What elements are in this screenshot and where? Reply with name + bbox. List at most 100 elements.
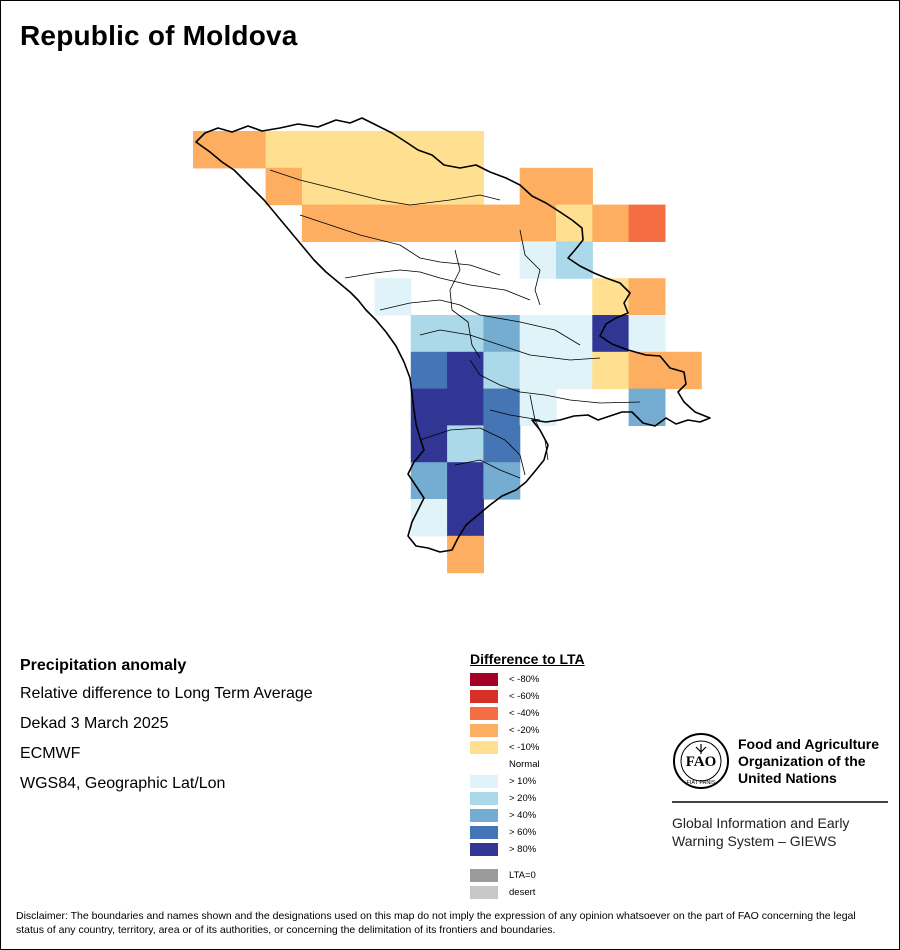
anomaly-cell bbox=[483, 351, 521, 390]
anomaly-cell bbox=[447, 131, 484, 169]
anomaly-cell bbox=[229, 131, 267, 169]
anomaly-cell bbox=[556, 167, 593, 206]
legend-item: desert bbox=[470, 884, 585, 901]
anomaly-cell bbox=[301, 131, 339, 169]
anomaly-cell bbox=[410, 462, 448, 500]
legend-label: > 40% bbox=[509, 810, 537, 821]
anomaly-cell bbox=[592, 204, 630, 242]
anomaly-cell bbox=[483, 388, 521, 426]
anomaly-cell bbox=[410, 167, 448, 206]
legend-swatch bbox=[470, 826, 498, 839]
anomaly-cell bbox=[410, 388, 448, 426]
anomaly-cell bbox=[519, 315, 557, 353]
legend-item: < -60% bbox=[470, 688, 585, 705]
anomaly-cell bbox=[410, 425, 448, 463]
legend-label: > 10% bbox=[509, 776, 537, 787]
anomaly-cell bbox=[519, 241, 557, 279]
legend-swatch bbox=[470, 690, 498, 703]
fao-divider bbox=[672, 801, 888, 803]
anomaly-cell bbox=[592, 351, 630, 390]
anomaly-cell bbox=[374, 278, 412, 316]
anomaly-cell bbox=[628, 388, 666, 426]
legend-item: > 60% bbox=[470, 824, 585, 841]
legend-swatch bbox=[470, 741, 498, 754]
legend-item: < -10% bbox=[470, 739, 585, 756]
map-info: Precipitation anomaly Relative differenc… bbox=[20, 656, 313, 804]
anomaly-cell bbox=[338, 167, 376, 206]
anomaly-cell bbox=[628, 351, 666, 390]
anomaly-cell bbox=[374, 167, 412, 206]
map-description: Relative difference to Long Term Average bbox=[20, 685, 313, 702]
legend-swatch bbox=[470, 724, 498, 737]
legend-swatch bbox=[470, 758, 498, 771]
precipitation-map bbox=[193, 117, 711, 574]
anomaly-cell bbox=[556, 351, 593, 390]
anomaly-cell bbox=[664, 351, 702, 390]
anomaly-cell bbox=[374, 131, 412, 169]
map-projection: WGS84, Geographic Lat/Lon bbox=[20, 775, 226, 792]
anomaly-cell bbox=[447, 535, 484, 574]
giews-line1: Global Information and Early bbox=[672, 815, 850, 831]
legend-item: LTA=0 bbox=[470, 867, 585, 884]
fao-logo-icon: FAO FIAT PANIS bbox=[673, 733, 729, 789]
disclaimer: Disclaimer: The boundaries and names sho… bbox=[16, 910, 856, 936]
anomaly-grid bbox=[193, 131, 702, 574]
legend-swatch bbox=[470, 843, 498, 856]
legend-label: > 60% bbox=[509, 827, 537, 838]
anomaly-cell bbox=[447, 167, 484, 206]
legend-items: < -80% < -60% < -40% < -20% < -10% Normal > 10… bbox=[470, 671, 585, 858]
anomaly-cell bbox=[265, 131, 303, 169]
anomaly-cell bbox=[519, 351, 557, 390]
map-source: ECMWF bbox=[20, 745, 81, 762]
fao-logo-letters: FAO bbox=[686, 754, 717, 770]
anomaly-cell bbox=[628, 204, 666, 242]
legend-swatch bbox=[470, 886, 498, 899]
map-title: Republic of Moldova bbox=[20, 20, 298, 51]
anomaly-cell bbox=[483, 425, 521, 463]
anomaly-cell bbox=[556, 241, 593, 279]
anomaly-cell bbox=[374, 204, 412, 242]
legend-label: < -60% bbox=[509, 691, 540, 702]
legend-label: < -80% bbox=[509, 674, 540, 685]
anomaly-cell bbox=[265, 167, 303, 206]
country-outline bbox=[195, 117, 711, 553]
legend-swatch bbox=[470, 792, 498, 805]
legend-label: > 20% bbox=[509, 793, 537, 804]
fao-name-line1: Food and Agriculture bbox=[738, 736, 880, 752]
legend-extra: LTA=0 desert bbox=[470, 867, 585, 901]
map-variable: Precipitation anomaly bbox=[20, 657, 187, 674]
anomaly-cell bbox=[447, 462, 484, 500]
fao-logo-motto: FIAT PANIS bbox=[686, 780, 715, 786]
legend-title: Difference to LTA bbox=[470, 651, 585, 667]
anomaly-cell bbox=[301, 167, 339, 206]
fao-name-line3: United Nations bbox=[738, 770, 837, 786]
anomaly-cell bbox=[410, 204, 448, 242]
legend-item: < -40% bbox=[470, 705, 585, 722]
anomaly-cell bbox=[447, 425, 484, 463]
anomaly-cell bbox=[447, 204, 484, 242]
legend-item: < -20% bbox=[470, 722, 585, 739]
anomaly-cell bbox=[301, 204, 339, 242]
anomaly-cell bbox=[483, 315, 521, 353]
anomaly-cell bbox=[338, 131, 376, 169]
anomaly-cell bbox=[410, 351, 448, 390]
anomaly-cell bbox=[447, 499, 484, 537]
anomaly-cell bbox=[193, 131, 230, 169]
legend-item: > 40% bbox=[470, 807, 585, 824]
anomaly-cell bbox=[447, 351, 484, 390]
legend-item: < -80% bbox=[470, 671, 585, 688]
anomaly-cell bbox=[592, 278, 630, 316]
anomaly-cell bbox=[410, 499, 448, 537]
legend-item: Normal bbox=[470, 756, 585, 773]
legend-item: > 80% bbox=[470, 841, 585, 858]
map-period: Dekad 3 March 2025 bbox=[20, 715, 169, 732]
legend-item: > 20% bbox=[470, 790, 585, 807]
legend-swatch bbox=[470, 775, 498, 788]
anomaly-cell bbox=[338, 204, 376, 242]
legend: Difference to LTA < -80% < -60% < -40% < -2… bbox=[470, 651, 585, 901]
anomaly-cell bbox=[628, 278, 666, 316]
legend-swatch bbox=[470, 809, 498, 822]
anomaly-cell bbox=[483, 462, 521, 500]
anomaly-cell bbox=[483, 204, 521, 242]
legend-swatch bbox=[470, 869, 498, 882]
